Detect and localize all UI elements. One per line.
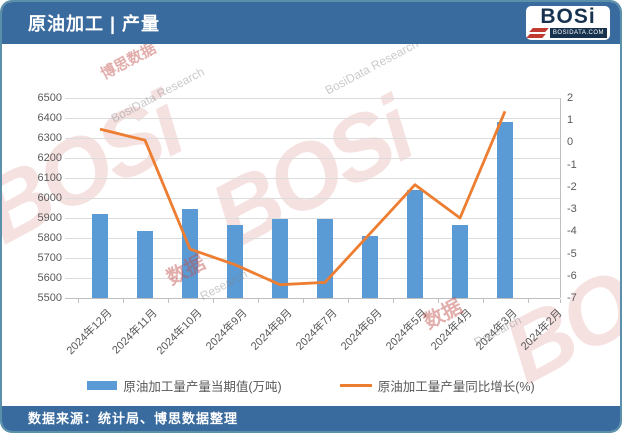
bosi-logo-text: BOSi	[540, 6, 596, 28]
x-axis-tick	[527, 299, 529, 303]
bar	[407, 190, 423, 298]
bar	[497, 122, 513, 298]
bar	[227, 225, 243, 298]
y2-axis-tick-label: -1	[567, 158, 577, 171]
bar	[182, 209, 198, 298]
bar	[137, 231, 153, 298]
y2-axis-tick-label: 0	[567, 136, 574, 149]
y-axis-tick-label: 6300	[37, 132, 62, 144]
x-axis-tick	[560, 299, 561, 303]
bosi-logo: BOSi BOSIDATA.COM	[526, 6, 610, 40]
y2-axis-tick-label: -3	[567, 203, 577, 216]
x-axis-tick	[482, 299, 484, 303]
legend-item-bar: 原油加工量产量当期值(万吨)	[87, 376, 282, 395]
y2-axis-tick-label: 1	[567, 114, 574, 127]
y-axis-tick-label: 5500	[37, 292, 62, 304]
x-axis-line	[65, 298, 560, 299]
legend-line-swatch	[339, 384, 372, 387]
y-axis-tick-label: 6500	[37, 92, 62, 104]
y-axis-tick-label: 6100	[37, 172, 62, 184]
y2-axis-tick-label: 2	[567, 92, 574, 104]
y2-axis-line	[560, 98, 561, 298]
source-bar: 数据来源：统计局、博思数据整理	[2, 406, 620, 431]
y2-axis-tick-label: -7	[567, 292, 577, 304]
gridline	[65, 137, 560, 139]
bar	[272, 219, 288, 298]
x-axis-tick	[212, 299, 214, 303]
logo-domain-text: BOSIDATA.COM	[549, 28, 607, 38]
y-axis-tick-label: 5600	[37, 272, 62, 284]
page-title: 原油加工 | 产量	[28, 14, 161, 34]
x-axis-tick	[167, 299, 169, 303]
y2-axis-tick-label: -5	[567, 247, 577, 260]
x-axis-tick	[77, 299, 79, 303]
y2-axis-tick-label: -6	[567, 269, 577, 282]
y-axis-tick-label: 6200	[37, 152, 62, 164]
x-axis-tick	[257, 299, 259, 303]
gridline	[65, 97, 560, 99]
gridline	[65, 217, 560, 219]
bar	[92, 214, 108, 298]
gridline	[65, 197, 560, 199]
x-axis-tick	[347, 299, 349, 303]
x-axis-tick	[122, 299, 124, 303]
legend-bar-swatch	[87, 381, 118, 390]
legend-bar-label: 原油加工量产量当期值(万吨)	[123, 380, 282, 394]
legend-item-line: 原油加工量产量同比增长(%)	[339, 376, 535, 395]
y-axis-tick-label: 5700	[37, 252, 62, 264]
bar	[452, 225, 468, 298]
y-axis-tick-label: 6000	[37, 192, 62, 204]
header-bar: 原油加工 | 产量 BOSi BOSIDATA.COM	[2, 2, 620, 44]
bar	[317, 219, 333, 298]
y-axis-tick-label: 5900	[37, 212, 62, 224]
legend: 原油加工量产量当期值(万吨) 原油加工量产量同比增长(%)	[2, 376, 620, 395]
bar	[362, 236, 378, 298]
gridline	[65, 177, 560, 179]
y2-axis-tick-label: -4	[567, 225, 577, 238]
gridline	[65, 117, 560, 119]
legend-line-label: 原油加工量产量同比增长(%)	[377, 380, 535, 394]
y-axis-tick-label: 6400	[37, 112, 62, 124]
y2-axis-tick-label: -2	[567, 180, 577, 193]
source-text: 数据来源：统计局、博思数据整理	[28, 411, 239, 426]
y-axis-tick-label: 5800	[37, 232, 62, 244]
x-axis-tick	[302, 299, 304, 303]
x-axis-tick	[392, 299, 394, 303]
logo-stripe-icon	[529, 28, 549, 32]
x-axis-tick	[437, 299, 439, 303]
gridline	[65, 157, 560, 159]
logo-stripe-icon	[526, 34, 546, 38]
